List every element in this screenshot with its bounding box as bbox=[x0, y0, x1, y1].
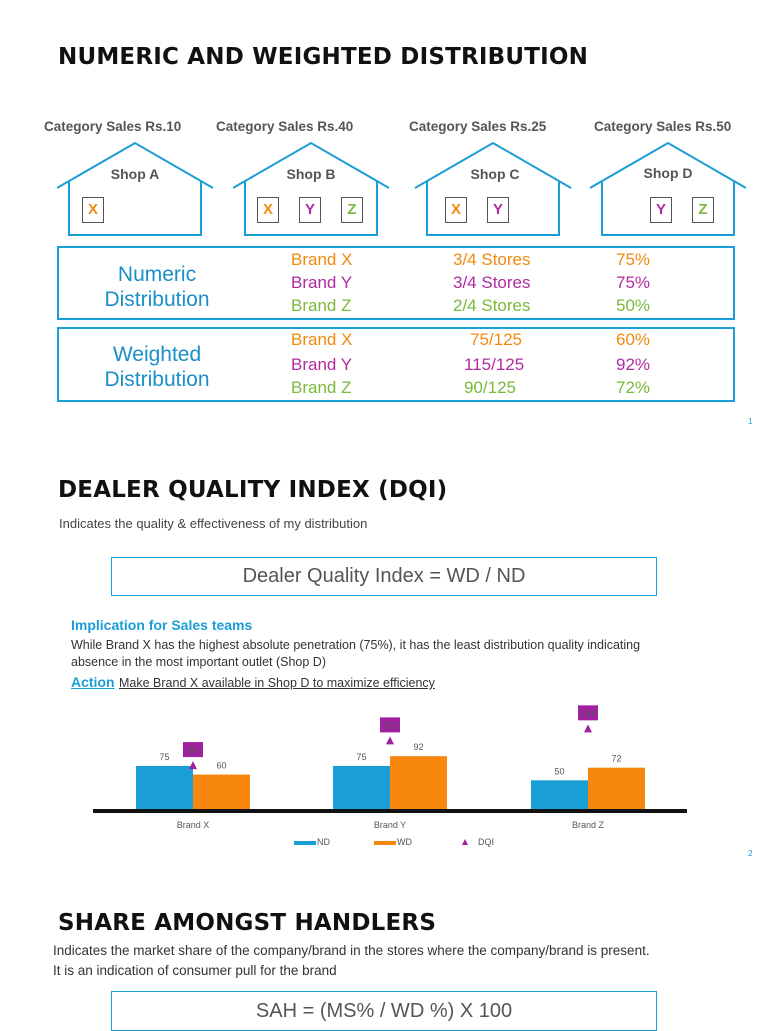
shop-b-brand-x: X bbox=[257, 197, 279, 223]
nd-bar-brand-x bbox=[136, 765, 193, 809]
action-text: Make Brand X available in Shop D to maxi… bbox=[119, 676, 435, 690]
weighted-brand-z: Brand Z bbox=[291, 378, 352, 397]
weighted-brand-x: Brand X bbox=[291, 330, 353, 349]
shop-b-category-sales: Category Sales Rs.40 bbox=[216, 119, 354, 134]
wd-value-brand-y: 92 bbox=[413, 742, 423, 752]
shop-c-category-sales: Category Sales Rs.25 bbox=[409, 119, 547, 134]
slide1-page-number: 1 bbox=[748, 417, 753, 426]
shop-c-roof bbox=[414, 141, 572, 189]
nd-bar-brand-z bbox=[531, 780, 588, 809]
numeric-brand-z: Brand Z bbox=[291, 296, 352, 315]
numeric-pct-y: 75% bbox=[616, 273, 651, 292]
legend-wd-swatch bbox=[374, 841, 396, 845]
dqi-value-brand-z: 144 bbox=[580, 708, 595, 718]
shop-a-roof bbox=[56, 141, 214, 189]
numeric-stores-x: 3/4 Stores bbox=[453, 250, 531, 269]
shop-d-roof bbox=[589, 141, 747, 189]
numeric-brand-x: Brand X bbox=[291, 250, 353, 269]
weighted-label-line1: Weighted bbox=[112, 343, 202, 366]
sah-formula-box: SAH = (MS% / WD %) X 100 bbox=[111, 991, 657, 1031]
legend-dqi-label: DQI bbox=[478, 837, 494, 847]
weighted-brand-y: Brand Y bbox=[291, 355, 353, 374]
slide2-title: DEALER QUALITY INDEX (DQI) bbox=[58, 477, 448, 503]
weighted-pct-x: 60% bbox=[616, 330, 651, 349]
shop-d-name: Shop D bbox=[643, 165, 693, 181]
shop-c-walls bbox=[426, 181, 560, 236]
wd-bar-brand-z bbox=[588, 767, 645, 809]
action-line: Action Make Brand X available in Shop D … bbox=[71, 674, 435, 692]
nd-value-brand-z: 50 bbox=[554, 766, 564, 776]
x-tick-brand-z: Brand Z bbox=[572, 820, 605, 830]
dqi-label-box-brand-z bbox=[578, 705, 598, 721]
slide3-title: SHARE AMONGST HANDLERS bbox=[58, 910, 437, 936]
shop-a-category-sales: Category Sales Rs.10 bbox=[44, 119, 182, 134]
slide2-subtitle: Indicates the quality & effectiveness of… bbox=[59, 516, 368, 531]
implication-line2: absence in the most important outlet (Sh… bbox=[71, 655, 326, 669]
numeric-stores-z: 2/4 Stores bbox=[453, 296, 531, 315]
nd-value-brand-y: 75 bbox=[356, 752, 366, 762]
implication-line1: While Brand X has the highest absolute p… bbox=[71, 638, 641, 652]
dqi-bar-chart: 75 60 80 Brand X 75 92 123 Brand Y 50 72 144 Brand … bbox=[93, 705, 687, 847]
action-label: Action bbox=[71, 674, 115, 690]
numeric-pct-x: 75% bbox=[616, 250, 651, 269]
wd-bar-brand-x bbox=[193, 774, 250, 809]
weighted-pct-z: 72% bbox=[616, 378, 651, 397]
shop-b-name: Shop B bbox=[286, 166, 336, 182]
shop-c-name: Shop C bbox=[470, 166, 520, 182]
dqi-value-brand-y: 123 bbox=[382, 720, 397, 730]
shop-a-name: Shop A bbox=[110, 166, 160, 182]
weighted-label-line2: Distribution bbox=[104, 368, 210, 391]
shop-a-walls bbox=[68, 181, 202, 236]
nd-value-brand-x: 75 bbox=[159, 752, 169, 762]
numeric-brand-y: Brand Y bbox=[291, 273, 353, 292]
legend-nd-swatch bbox=[294, 841, 316, 845]
wd-value-brand-z: 72 bbox=[611, 754, 621, 764]
dqi-label-box-brand-x bbox=[183, 742, 203, 758]
weighted-pct-y: 92% bbox=[616, 355, 651, 374]
numeric-label-line1: Numeric bbox=[117, 263, 197, 286]
dqi-label-box-brand-y bbox=[380, 717, 400, 733]
shop-d-brand-y: Y bbox=[650, 197, 672, 223]
weighted-distribution-label: Weighted Distribution bbox=[72, 342, 242, 392]
weighted-stores-x: 75/125 bbox=[470, 330, 522, 349]
shop-d-brand-z: Z bbox=[692, 197, 714, 223]
shop-b-brand-z: Z bbox=[341, 197, 363, 223]
dqi-marker-brand-y bbox=[386, 736, 394, 745]
shop-a-brand-x: X bbox=[82, 197, 104, 223]
slide1-title: NUMERIC AND WEIGHTED DISTRIBUTION bbox=[58, 44, 589, 70]
legend-nd-label: ND bbox=[317, 837, 330, 847]
shop-c-brand-y: Y bbox=[487, 197, 509, 223]
numeric-label-line2: Distribution bbox=[104, 288, 210, 311]
weighted-stores-z: 90/125 bbox=[464, 378, 516, 397]
shop-c-brand-x: X bbox=[445, 197, 467, 223]
slide2-page-number: 2 bbox=[748, 849, 753, 858]
shop-d-category-sales: Category Sales Rs.50 bbox=[594, 119, 732, 134]
shop-b-roof bbox=[232, 141, 390, 189]
weighted-stores-y: 115/125 bbox=[464, 355, 525, 374]
slide3-line1: Indicates the market share of the compan… bbox=[53, 943, 650, 958]
numeric-pct-z: 50% bbox=[616, 296, 651, 315]
slide3-line2: It is an indication of consumer pull for… bbox=[53, 963, 337, 978]
nd-bar-brand-y bbox=[333, 765, 390, 809]
shop-houses bbox=[56, 141, 747, 236]
dqi-value-brand-x: 80 bbox=[188, 745, 198, 755]
legend-wd-label: WD bbox=[397, 837, 412, 847]
weighted-distribution-panel bbox=[57, 327, 735, 402]
dqi-marker-brand-x bbox=[189, 761, 197, 770]
numeric-stores-y: 3/4 Stores bbox=[453, 273, 531, 292]
numeric-distribution-panel bbox=[57, 246, 735, 320]
shop-b-brand-y: Y bbox=[299, 197, 321, 223]
dqi-marker-brand-z bbox=[584, 724, 592, 733]
x-tick-brand-x: Brand X bbox=[177, 820, 210, 830]
shop-d-walls bbox=[601, 181, 735, 236]
wd-bar-brand-y bbox=[390, 756, 447, 809]
implication-heading: Implication for Sales teams bbox=[71, 617, 253, 633]
legend-dqi-marker bbox=[462, 839, 468, 845]
x-axis-line bbox=[93, 809, 687, 813]
shop-b-walls bbox=[244, 181, 378, 236]
numeric-distribution-label: Numeric Distribution bbox=[72, 262, 242, 312]
dqi-formula-box: Dealer Quality Index = WD / ND bbox=[111, 557, 657, 596]
wd-value-brand-x: 60 bbox=[216, 761, 226, 771]
x-tick-brand-y: Brand Y bbox=[374, 820, 406, 830]
